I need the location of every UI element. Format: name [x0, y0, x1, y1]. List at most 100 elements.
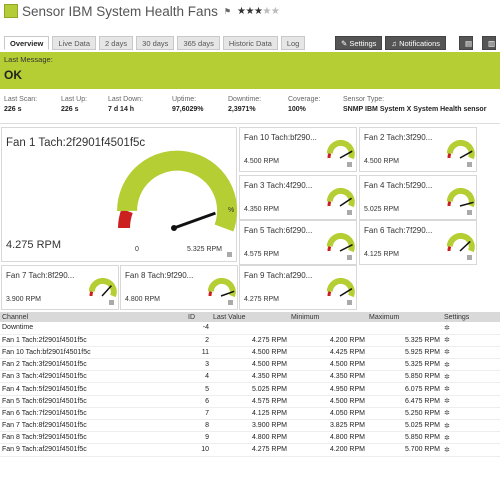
gauge-panel-small[interactable]: Fan 9 Tach:af290... 4.275 RPM — [239, 265, 357, 310]
gauge-value: 5.025 RPM — [364, 206, 400, 213]
cell-channel[interactable]: Fan 10 Tach:bf2901f4501f5c — [0, 346, 186, 360]
sensor-stats: Last Scan: 226 s Last Up: 226 s Last Down:… — [0, 96, 500, 124]
cell-channel[interactable]: Fan 6 Tach:7f2901f4501f5c — [0, 407, 186, 421]
flag-icon[interactable]: ⚑ — [223, 6, 231, 16]
gauge-min-label: 0 — [135, 246, 139, 253]
tab-2-days[interactable]: 2 days — [99, 36, 134, 50]
table-row[interactable]: Fan 2 Tach:3f2901f4501f5c 3 4.500 RPM 4.500… — [0, 358, 500, 372]
cell-channel[interactable]: Fan 3 Tach:4f2901f4501f5c — [0, 370, 186, 384]
gauge-green-zone — [326, 187, 355, 208]
gear-icon[interactable]: ✲ — [442, 346, 500, 360]
col-id[interactable]: ID — [186, 312, 211, 322]
gear-icon[interactable]: ✲ — [442, 419, 500, 433]
table-row[interactable]: Fan 9 Tach:af2901f4501f5c 10 4.275 RPM 4.20… — [0, 443, 500, 457]
gauge-info-icon[interactable] — [228, 300, 233, 305]
gear-icon[interactable]: ✲ — [442, 443, 500, 457]
gear-icon[interactable]: ✲ — [442, 395, 500, 408]
gauge-panel-small[interactable]: Fan 8 Tach:9f290... 4.800 RPM — [120, 265, 238, 310]
table-row[interactable]: Fan 6 Tach:7f2901f4501f5c 7 4.125 RPM 4.050… — [0, 407, 500, 421]
star-icon[interactable]: ★ — [270, 5, 280, 17]
gauge-info-icon[interactable] — [109, 300, 114, 305]
gear-icon[interactable]: ✲ — [442, 382, 500, 396]
gauge-small — [207, 277, 236, 298]
tab-overview[interactable]: Overview — [4, 36, 50, 50]
delete-button[interactable]: ▥ — [482, 36, 496, 50]
table-row[interactable]: Fan 4 Tach:5f2901f4501f5c 5 5.025 RPM 4.950… — [0, 382, 500, 396]
table-row[interactable]: Fan 5 Tach:6f2901f4501f5c 6 4.575 RPM 4.500… — [0, 395, 500, 408]
gauge-info-icon[interactable] — [347, 162, 352, 167]
gauge-small — [326, 187, 355, 208]
gear-icon[interactable]: ✲ — [442, 407, 500, 421]
table-row[interactable]: Fan 8 Tach:9f2901f4501f5c 9 4.800 RPM 4.800… — [0, 431, 500, 445]
star-icon[interactable]: ★ — [253, 5, 263, 17]
gauge-info-icon[interactable] — [467, 210, 472, 215]
cell-channel[interactable]: Fan 7 Tach:8f2901f4501f5c — [0, 419, 186, 433]
gear-icon[interactable]: ✲ — [442, 358, 500, 372]
star-icon[interactable]: ★ — [262, 5, 271, 17]
gauge-panel-main[interactable]: Fan 1 Tach:2f2901f4501f5c % 4.275 RPM 0 … — [1, 127, 238, 262]
stat-sensor-type: Sensor Type: SNMP IBM System X System Hea… — [343, 96, 487, 113]
cell-channel[interactable]: Fan 8 Tach:9f2901f4501f5c — [0, 431, 186, 445]
tab-live-data[interactable]: Live Data — [52, 36, 97, 50]
table-row[interactable]: Fan 7 Tach:8f2901f4501f5c 8 3.900 RPM 3.825… — [0, 419, 500, 433]
cell-channel[interactable]: Downtime — [0, 322, 186, 335]
table-row[interactable]: Downtime -4 ✲ — [0, 322, 500, 335]
cell-maximum: 5.850 RPM — [367, 431, 442, 445]
gear-icon[interactable]: ✲ — [442, 334, 500, 347]
gear-icon[interactable]: ✲ — [442, 431, 500, 445]
cell-id: 7 — [186, 407, 211, 421]
cell-id: 8 — [186, 419, 211, 433]
gauge-info-icon[interactable] — [467, 255, 472, 260]
cell-id: 2 — [186, 334, 211, 347]
gauge-panel-small[interactable]: Fan 10 Tach:bf290... 4.500 RPM — [239, 127, 357, 172]
gauge-panel-small[interactable]: Fan 6 Tach:7f290... 4.125 RPM — [359, 220, 477, 265]
gauge-info-icon[interactable] — [227, 252, 232, 257]
gauge-panel-small[interactable]: Fan 3 Tach:4f290... 4.350 RPM — [239, 175, 357, 220]
gauge-info-icon[interactable] — [347, 210, 352, 215]
gauge-red-zone — [447, 200, 452, 207]
gauge-panel-small[interactable]: Fan 5 Tach:6f290... 4.575 RPM — [239, 220, 357, 265]
cell-last-value: 3.900 RPM — [211, 419, 289, 433]
gauge-info-icon[interactable] — [347, 255, 352, 260]
col-minimum[interactable]: Minimum — [289, 312, 367, 322]
gauge-panel-small[interactable]: Fan 4 Tach:5f290... 5.025 RPM — [359, 175, 477, 220]
gauge-info-icon[interactable] — [347, 300, 352, 305]
star-icon[interactable]: ★ — [245, 5, 254, 17]
settings-button[interactable]: ✎ Settings — [334, 36, 383, 50]
gauge-red-zone — [447, 245, 452, 252]
gauge-value: 4.125 RPM — [364, 251, 400, 258]
star-icon[interactable]: ★ — [237, 5, 246, 17]
col-channel[interactable]: Channel — [0, 312, 186, 322]
tab-365-days[interactable]: 365 days — [177, 36, 220, 50]
cell-channel[interactable]: Fan 9 Tach:af2901f4501f5c — [0, 443, 186, 457]
tab-historic-data[interactable]: Historic Data — [222, 36, 278, 50]
cell-last-value: 4.800 RPM — [211, 431, 289, 445]
col-last-value[interactable]: Last Value — [211, 312, 289, 322]
tab-log[interactable]: Log — [280, 36, 306, 50]
tab-30-days[interactable]: 30 days — [136, 36, 175, 50]
cell-channel[interactable]: Fan 4 Tach:5f2901f4501f5c — [0, 382, 186, 396]
cell-id: 4 — [186, 370, 211, 384]
gauge-panel-small[interactable]: Fan 2 Tach:3f290... 4.500 RPM — [359, 127, 477, 172]
gauge-panel-small[interactable]: Fan 7 Tach:8f290... 3.900 RPM — [1, 265, 119, 310]
cell-channel[interactable]: Fan 1 Tach:2f2901f4501f5c — [0, 334, 186, 347]
gauge-needle — [339, 197, 353, 207]
col-maximum[interactable]: Maximum — [367, 312, 442, 322]
gear-icon[interactable]: ✲ — [442, 370, 500, 384]
cell-channel[interactable]: Fan 2 Tach:3f2901f4501f5c — [0, 358, 186, 372]
gauge-red-zone — [327, 152, 332, 159]
cell-id: -4 — [186, 322, 211, 335]
notifications-button[interactable]: ♫ Notifications — [385, 36, 446, 50]
cell-channel[interactable]: Fan 5 Tach:6f2901f4501f5c — [0, 395, 186, 408]
table-row[interactable]: Fan 1 Tach:2f2901f4501f5c 2 4.275 RPM 4.200… — [0, 334, 500, 347]
table-row[interactable]: Fan 10 Tach:bf2901f4501f5c 11 4.500 RPM 4.4… — [0, 346, 500, 360]
table-row[interactable]: Fan 3 Tach:4f2901f4501f5c 4 4.350 RPM 4.350… — [0, 370, 500, 384]
gauge-info-icon[interactable] — [467, 162, 472, 167]
gauge-title: Fan 6 Tach:7f290... — [364, 226, 433, 235]
priority-stars[interactable]: ★★★★★ — [237, 5, 280, 17]
gauge-needle — [459, 240, 471, 252]
bell-icon: ♫ — [391, 39, 400, 48]
comment-button[interactable]: ▤ — [459, 36, 473, 50]
cell-maximum: 6.075 RPM — [367, 382, 442, 396]
gear-icon[interactable]: ✲ — [442, 322, 500, 335]
